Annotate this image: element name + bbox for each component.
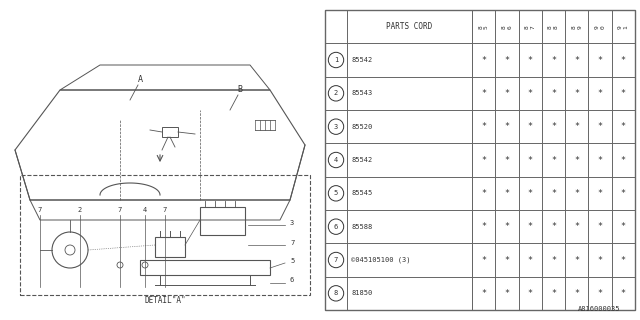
Text: *: * <box>598 289 603 298</box>
Text: *: * <box>504 122 509 131</box>
Text: *: * <box>504 89 509 98</box>
Text: *: * <box>481 222 486 231</box>
Text: *: * <box>504 189 509 198</box>
Text: 85545: 85545 <box>351 190 372 196</box>
Text: *: * <box>574 255 579 265</box>
Text: *: * <box>481 289 486 298</box>
Text: A: A <box>138 75 143 84</box>
Text: *: * <box>481 122 486 131</box>
Text: 85542: 85542 <box>351 157 372 163</box>
Text: *: * <box>551 89 556 98</box>
Text: *: * <box>551 122 556 131</box>
Text: *: * <box>574 89 579 98</box>
Text: *: * <box>598 122 603 131</box>
Text: *: * <box>621 189 626 198</box>
Text: *: * <box>481 189 486 198</box>
Text: 7: 7 <box>290 240 294 246</box>
Text: 5: 5 <box>334 190 338 196</box>
Text: 4: 4 <box>143 207 147 213</box>
Text: *: * <box>621 89 626 98</box>
Text: *: * <box>598 222 603 231</box>
Text: *: * <box>598 255 603 265</box>
Text: *: * <box>551 255 556 265</box>
Text: *: * <box>598 89 603 98</box>
Text: A816000035: A816000035 <box>577 306 620 312</box>
Text: *: * <box>528 89 532 98</box>
Text: 6: 6 <box>334 224 338 230</box>
Text: *: * <box>504 156 509 164</box>
Text: *: * <box>481 156 486 164</box>
Text: *: * <box>481 255 486 265</box>
Text: 1: 1 <box>334 57 338 63</box>
Text: 9
0: 9 0 <box>595 25 605 28</box>
Text: *: * <box>621 156 626 164</box>
Text: PARTS CORD: PARTS CORD <box>387 22 433 31</box>
Text: 4: 4 <box>334 157 338 163</box>
Text: 8
8: 8 8 <box>548 25 559 28</box>
Text: 8: 8 <box>334 290 338 296</box>
Text: ©045105100 (3): ©045105100 (3) <box>351 257 410 263</box>
Text: B: B <box>237 85 243 94</box>
Text: 2: 2 <box>78 207 82 213</box>
Bar <box>325 10 635 310</box>
Text: *: * <box>598 189 603 198</box>
Text: 85542: 85542 <box>351 57 372 63</box>
Text: 85520: 85520 <box>351 124 372 130</box>
Text: *: * <box>481 55 486 65</box>
Text: 7: 7 <box>334 257 338 263</box>
Bar <box>162 127 178 137</box>
Text: 9
1: 9 1 <box>618 25 628 28</box>
Text: *: * <box>621 255 626 265</box>
Text: *: * <box>551 156 556 164</box>
Text: 6: 6 <box>290 277 294 283</box>
Text: *: * <box>621 222 626 231</box>
Text: 3: 3 <box>334 124 338 130</box>
Text: *: * <box>574 55 579 65</box>
Text: *: * <box>528 289 532 298</box>
Text: 7: 7 <box>118 207 122 213</box>
Text: *: * <box>621 122 626 131</box>
Text: 8
7: 8 7 <box>525 25 536 28</box>
Text: 85543: 85543 <box>351 90 372 96</box>
Text: 7: 7 <box>38 207 42 213</box>
Text: *: * <box>574 156 579 164</box>
Text: *: * <box>574 289 579 298</box>
Text: *: * <box>528 189 532 198</box>
Text: *: * <box>528 156 532 164</box>
Text: *: * <box>551 189 556 198</box>
Text: *: * <box>504 55 509 65</box>
Bar <box>155 237 185 257</box>
Text: 81850: 81850 <box>351 290 372 296</box>
Text: *: * <box>504 289 509 298</box>
Text: 8
6: 8 6 <box>502 25 513 28</box>
Text: *: * <box>528 55 532 65</box>
Text: *: * <box>574 222 579 231</box>
Bar <box>20 175 310 295</box>
Text: *: * <box>574 122 579 131</box>
Text: 5: 5 <box>290 258 294 264</box>
Text: *: * <box>481 89 486 98</box>
Text: *: * <box>528 222 532 231</box>
Text: *: * <box>504 222 509 231</box>
Text: *: * <box>598 55 603 65</box>
Text: DETAIL"A": DETAIL"A" <box>144 296 186 305</box>
Text: 85588: 85588 <box>351 224 372 230</box>
Text: 8
9: 8 9 <box>572 25 582 28</box>
Text: 7: 7 <box>163 207 167 213</box>
Text: *: * <box>621 55 626 65</box>
Bar <box>200 207 245 235</box>
Text: *: * <box>504 255 509 265</box>
Text: *: * <box>551 55 556 65</box>
Text: *: * <box>528 122 532 131</box>
Text: 2: 2 <box>334 90 338 96</box>
Text: *: * <box>621 289 626 298</box>
Text: 3: 3 <box>290 220 294 226</box>
Text: *: * <box>598 156 603 164</box>
Text: *: * <box>528 255 532 265</box>
Text: 8
5: 8 5 <box>478 25 489 28</box>
Text: *: * <box>574 189 579 198</box>
Text: *: * <box>551 222 556 231</box>
Text: *: * <box>551 289 556 298</box>
